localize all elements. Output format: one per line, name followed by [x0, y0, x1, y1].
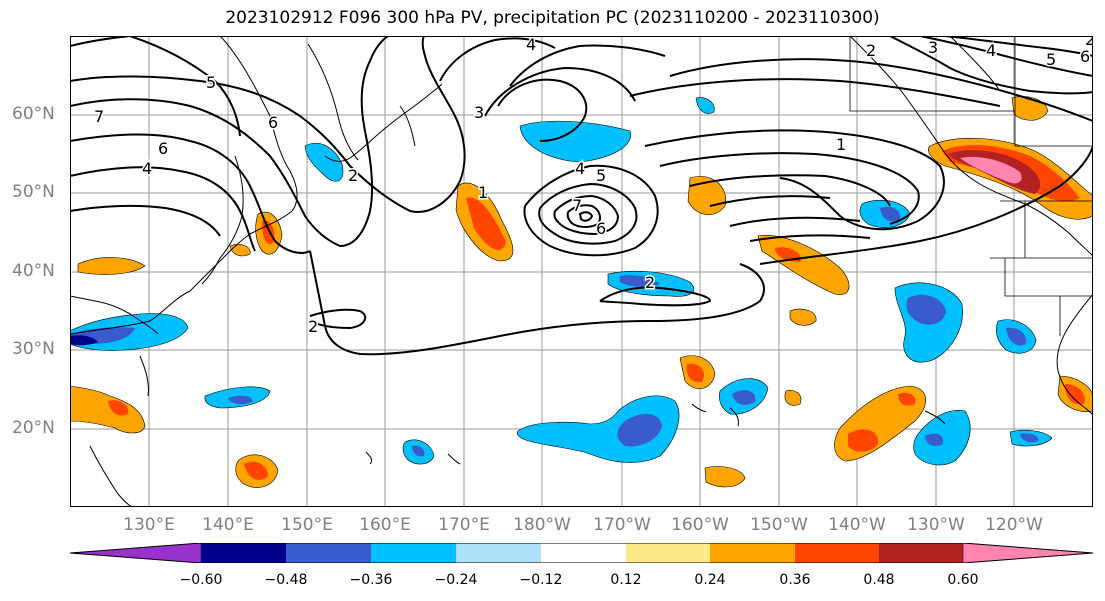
lat-label: 60°N — [12, 104, 55, 124]
contour-label: 6 — [158, 139, 168, 158]
contour-label: 5 — [596, 166, 606, 185]
colorbar-segment — [626, 543, 710, 563]
colorbar-tick-label: −0.24 — [434, 572, 478, 588]
precip-negative-area — [70, 335, 98, 346]
colorbar-tick-label: −0.60 — [179, 572, 223, 588]
precip-negative-area — [517, 395, 680, 463]
precip-negative-area — [732, 390, 756, 405]
precip-negative-area — [1006, 327, 1027, 346]
colorbar-tick-label: −0.12 — [519, 572, 563, 588]
contour-label: 1 — [836, 135, 846, 154]
colorbar-tick-label: 0.60 — [947, 572, 979, 588]
colorbar-tick-label: 0.36 — [779, 572, 811, 588]
coastlines — [70, 36, 1093, 507]
precip-positive-area — [244, 461, 268, 480]
contour-label: 2 — [645, 273, 655, 292]
contour-label: 7 — [572, 196, 582, 215]
colorbar-segment — [541, 543, 626, 563]
contour-label: 6 — [1080, 47, 1090, 66]
lon-label: 160°E — [359, 515, 411, 535]
lon-label: 130°E — [123, 515, 175, 535]
lon-label: 120°W — [985, 515, 1043, 535]
contour-labels: 7 6 5 4 6 2 2 3 4 4 5 7 6 1 2 2 3 4 5 6 … — [93, 36, 1094, 338]
precip-negative-area — [925, 433, 944, 446]
colorbar-segment — [795, 543, 879, 563]
precip-positive-area — [784, 389, 802, 406]
contour-label: 2 — [308, 317, 318, 336]
lat-label: 40°N — [12, 261, 55, 281]
contour-label: 4 — [142, 159, 152, 178]
colorbar-segment — [371, 543, 456, 563]
colorbar-segment — [710, 543, 795, 563]
lon-label: 160°W — [671, 515, 729, 535]
precip-negative-area — [519, 120, 632, 163]
precip-negative-area — [617, 414, 662, 447]
precip-negative-area — [620, 275, 660, 287]
precip-negative-area — [695, 97, 715, 114]
contour-label: 2 — [348, 166, 358, 185]
contour-label: 6 — [268, 113, 278, 132]
contour-label: 4 — [526, 36, 536, 54]
colorbar-tick-label: 0.48 — [863, 572, 895, 588]
contour-label: 6 — [596, 219, 606, 238]
lat-label: 20°N — [12, 418, 55, 438]
lon-label: 150°W — [750, 515, 808, 535]
contour-label: 4 — [575, 159, 585, 178]
precip-negative-area — [228, 395, 253, 405]
lon-label: 180°W — [513, 515, 571, 535]
lon-label: 150°E — [281, 515, 333, 535]
pv-contours — [70, 36, 1093, 356]
precip-positive-area — [108, 400, 129, 416]
precip-positive-area — [704, 466, 746, 488]
contour-label: 4 — [986, 41, 996, 60]
colorbar — [70, 543, 1093, 563]
precip-positive-area — [848, 429, 879, 452]
contour-label: 3 — [928, 38, 938, 57]
colorbar-segment — [286, 543, 371, 563]
colorbar-segment — [456, 543, 541, 563]
precip-positive-area — [229, 244, 251, 257]
lon-label: 140°E — [202, 515, 254, 535]
map-panel: 7 6 5 4 6 2 2 3 4 4 5 7 6 1 2 2 3 4 5 6 … — [70, 36, 1093, 507]
lon-label: 140°W — [828, 515, 886, 535]
contour-label: 2 — [1085, 36, 1093, 49]
boundaries — [849, 36, 1093, 336]
precip-positive-area — [789, 308, 817, 326]
precip-negative-area — [880, 206, 901, 222]
colorbar-segment — [962, 543, 1093, 563]
contour-label: 2 — [866, 41, 876, 60]
colorbar-segment — [201, 543, 286, 563]
contour-label: 1 — [478, 183, 488, 202]
contour-label: 7 — [94, 107, 104, 126]
lon-label: 170°E — [438, 515, 490, 535]
contour-label: 5 — [1046, 50, 1056, 69]
colorbar-segment — [879, 543, 963, 563]
colorbar-tick-label: −0.48 — [264, 572, 308, 588]
colorbar-tick-label: 0.24 — [694, 572, 726, 588]
lon-label: 170°W — [593, 515, 651, 535]
precip-positive-area — [466, 197, 506, 250]
precip-positive-area — [1065, 384, 1085, 405]
colorbar-tick-label: 0.12 — [610, 572, 642, 588]
precip-positive-area — [686, 363, 705, 383]
precip-positive-area — [960, 156, 1022, 184]
precip-positive-area — [70, 385, 146, 434]
lon-label: 130°W — [907, 515, 965, 535]
lat-label: 30°N — [12, 339, 55, 359]
precip-negative-area — [906, 294, 946, 325]
precip-negative-area — [1020, 433, 1039, 443]
precip-positive-area — [898, 392, 916, 406]
colorbar-tick-label: −0.36 — [349, 572, 393, 588]
colorbar-segment — [70, 543, 202, 563]
map-title: 2023102912 F096 300 hPa PV, precipitatio… — [225, 8, 880, 28]
contour-label: 3 — [474, 103, 484, 122]
lat-label: 50°N — [12, 182, 55, 202]
contour-label: 5 — [206, 73, 216, 92]
precip-negative-area — [304, 142, 344, 182]
precip-shading — [70, 96, 1093, 488]
precip-negative-area — [412, 445, 425, 457]
precip-positive-area — [77, 257, 146, 275]
